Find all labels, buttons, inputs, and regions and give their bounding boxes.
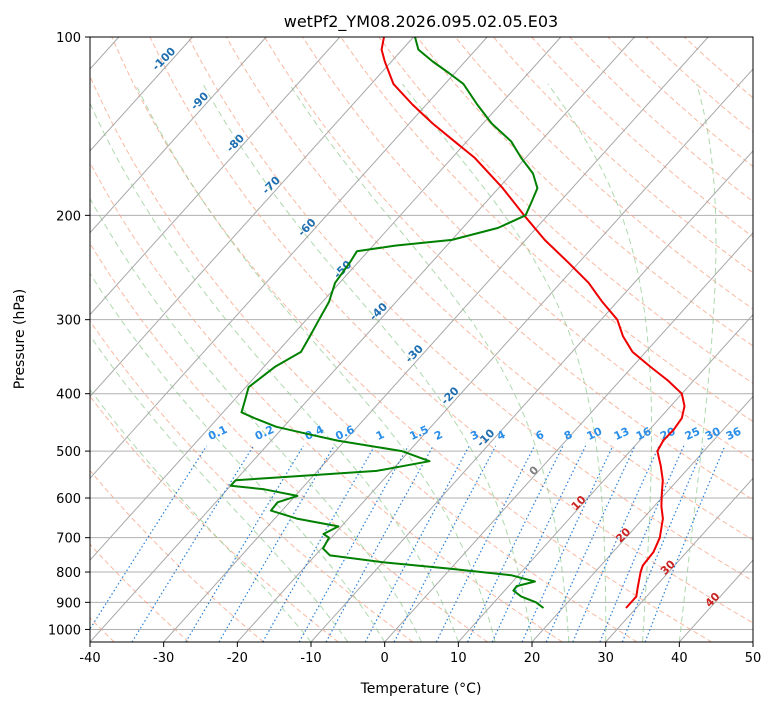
y-tick-label: 500 <box>56 445 81 460</box>
x-tick-label: 0 <box>381 651 389 666</box>
y-tick-label: 600 <box>56 492 81 507</box>
x-tick-label: 40 <box>671 651 688 666</box>
y-tick-label: 800 <box>56 566 81 581</box>
x-tick-label: -10 <box>300 651 321 666</box>
y-tick-label: 700 <box>56 532 81 547</box>
x-axis-label: Temperature (°C) <box>360 681 482 697</box>
y-tick-label: 100 <box>56 31 81 46</box>
x-tick-label: -30 <box>153 651 174 666</box>
y-tick-label: 400 <box>56 388 81 403</box>
y-tick-label: 200 <box>56 209 81 224</box>
x-tick-label: 30 <box>597 651 614 666</box>
y-tick-label: 1000 <box>48 623 81 638</box>
y-axis-label: Pressure (hPa) <box>12 289 28 389</box>
y-tick-label: 300 <box>56 314 81 329</box>
y-tick-label: 900 <box>56 596 81 611</box>
x-tick-label: -20 <box>227 651 248 666</box>
x-tick-label: 20 <box>524 651 541 666</box>
chart-title: wetPf2_YM08.2026.095.02.05.E03 <box>284 12 558 32</box>
x-tick-label: 50 <box>745 651 762 666</box>
x-tick-label: -40 <box>79 651 100 666</box>
x-tick-label: 10 <box>450 651 467 666</box>
